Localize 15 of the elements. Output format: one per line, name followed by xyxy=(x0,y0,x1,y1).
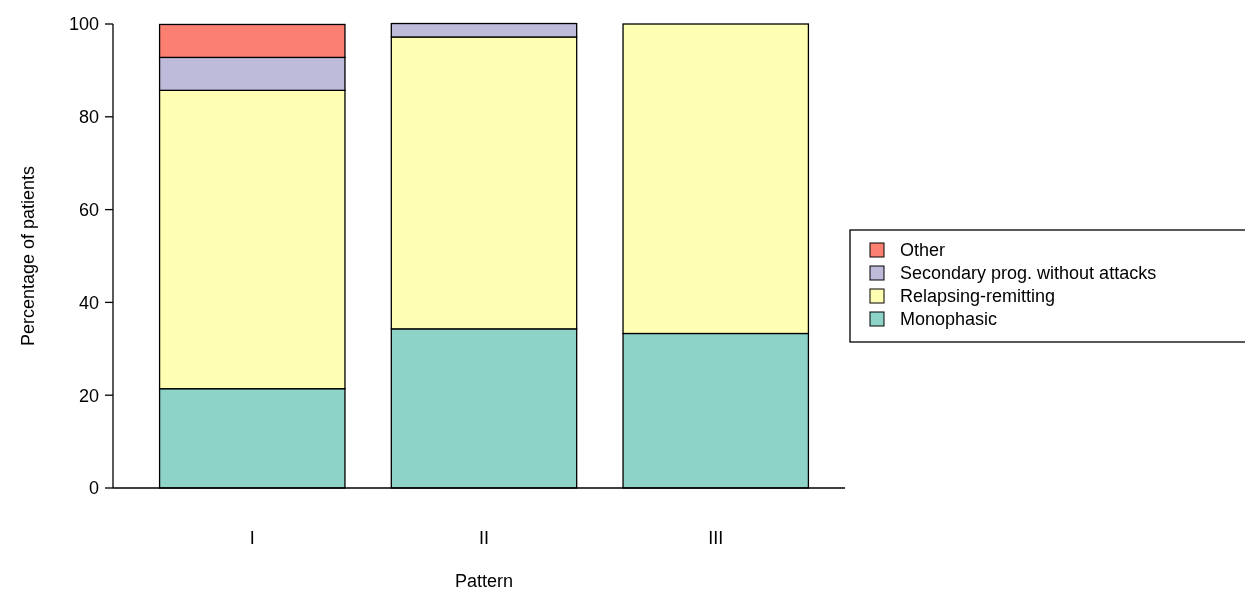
y-tick-label: 60 xyxy=(78,199,99,220)
x-tick-label: III xyxy=(708,528,724,549)
y-axis-title: Percentage of patients xyxy=(18,165,38,347)
x-axis-title: Pattern xyxy=(454,571,514,591)
y-tick-label: 40 xyxy=(78,292,99,313)
legend-label: Monophasic xyxy=(900,309,998,330)
y-tick-label: 80 xyxy=(78,107,99,128)
legend-label: Secondary prog. without attacks xyxy=(900,263,1157,284)
x-tick-label: I xyxy=(249,528,255,549)
y-tick-label: 20 xyxy=(78,385,99,406)
x-tick-label: II xyxy=(478,528,490,549)
y-tick-label: 0 xyxy=(88,478,99,499)
legend-label: Other xyxy=(900,240,946,261)
legend-label: Relapsing-remitting xyxy=(900,286,1056,307)
y-tick-label: 100 xyxy=(68,14,99,35)
